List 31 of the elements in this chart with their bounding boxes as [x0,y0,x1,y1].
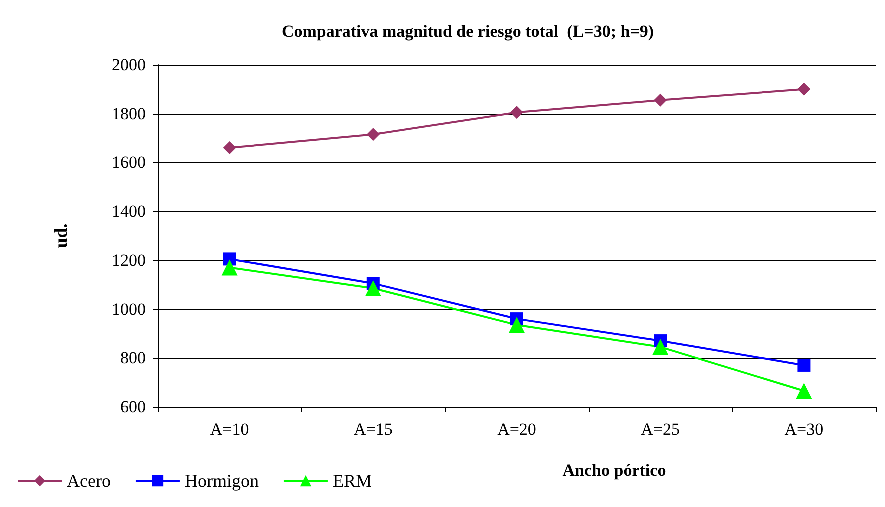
point [510,106,524,120]
y-tick-label: 2000 [112,56,146,74]
chart-title: Comparativa magnitud de riesgo total (L=30; h=9) [282,22,654,41]
x-tick-label: A=10 [210,420,250,439]
point [223,252,236,266]
y-axis-title: ud. [51,224,71,248]
point [222,260,238,276]
point [796,383,812,400]
y-tick-label: 1000 [112,300,146,319]
point [366,128,380,142]
point [798,82,811,96]
y-tick-label: 800 [120,348,146,368]
y-tick-label: 600 [120,398,146,416]
legend-label: Acero [67,471,111,491]
x-axis-title: Ancho pórtico [562,461,666,480]
point [654,94,668,107]
point [652,339,669,356]
y-tick-label: 1200 [112,250,146,270]
y-tick-label: 1400 [112,202,146,222]
point [798,358,811,372]
x-tick-label: A=30 [784,420,824,439]
point [365,280,382,297]
y-tick-label: 1600 [112,153,146,172]
x-tick-label: A=20 [498,420,536,439]
point [509,317,525,334]
legend-label: Hormigon [184,471,259,491]
x-tick-label: A=25 [641,420,680,439]
x-tick-label: A=15 [354,420,393,439]
point [223,142,236,155]
y-tick-label: 1800 [112,104,146,124]
legend-label: ERM [332,471,372,491]
